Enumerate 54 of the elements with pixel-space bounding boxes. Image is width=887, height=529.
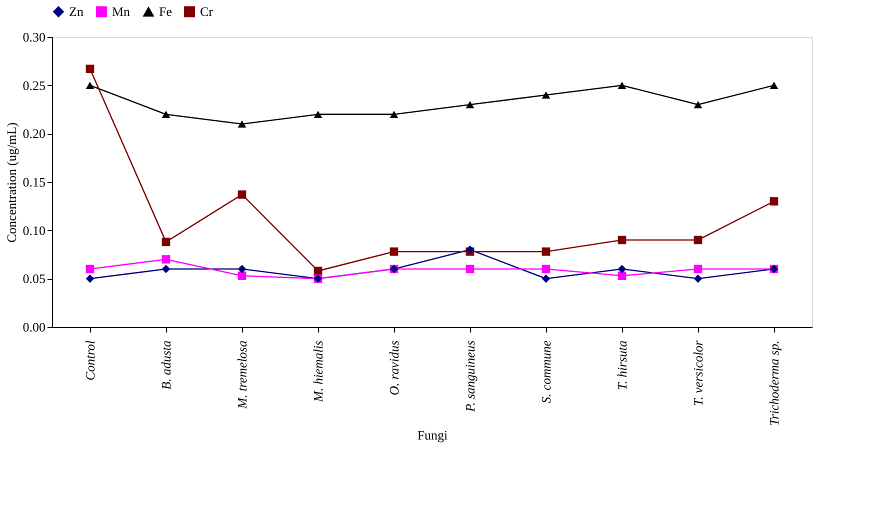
point: [466, 264, 474, 274]
point: [618, 82, 626, 89]
legend-label: Mn: [112, 4, 131, 19]
point: [694, 101, 702, 108]
point: [618, 272, 626, 280]
point: [618, 236, 626, 244]
point: [238, 272, 246, 280]
point: [618, 264, 626, 274]
point: [314, 110, 322, 118]
x-tick-label: T. versicolor: [690, 340, 706, 406]
y-tick-label: 0.25: [22, 78, 46, 93]
point: [162, 110, 170, 118]
x-axis-title: Fungi: [417, 428, 448, 443]
point: [162, 264, 170, 274]
point: [770, 82, 778, 89]
point: [86, 274, 94, 283]
point: [86, 82, 94, 89]
point: [466, 101, 474, 108]
point: [86, 264, 94, 274]
x-tick-label: S. commune: [538, 340, 554, 404]
point: [238, 264, 246, 274]
point: [770, 197, 778, 206]
legend-label: Cr: [200, 4, 214, 19]
y-tick-label: 0.30: [22, 30, 46, 44]
point: [238, 120, 246, 128]
y-tick-label: 0.05: [22, 271, 46, 286]
point: [390, 110, 398, 118]
point: [86, 64, 94, 74]
x-tick-label: B. adusta: [158, 340, 174, 390]
x-tick-label: M. tremelosa: [234, 340, 250, 410]
point: [694, 236, 702, 244]
point: [162, 255, 170, 264]
point: [390, 247, 398, 256]
legend-label: Zn: [69, 4, 84, 19]
point: [694, 274, 702, 283]
y-axis-title: Concentration (ug/mL): [4, 122, 19, 243]
x-tick-label: P. sanguineus: [462, 340, 478, 413]
x-tick-label: M. hiemalis: [310, 340, 326, 403]
x-tick-label: Control: [82, 340, 98, 380]
y-tick-label: 0.15: [22, 174, 46, 190]
point: [542, 264, 550, 274]
x-tick-label: O. ravidus: [386, 340, 402, 396]
point: [694, 264, 702, 274]
legend-label: Fe: [159, 4, 172, 19]
y-tick-label: 0.00: [22, 320, 46, 334]
point: [162, 238, 170, 246]
x-tick-label: Trichoderma sp.: [766, 340, 782, 426]
point: [542, 274, 550, 283]
x-tick-label: T. hirsuta: [614, 340, 630, 390]
point: [542, 247, 550, 256]
point: [238, 190, 246, 199]
y-tick-label: 0.10: [22, 222, 46, 238]
point: [542, 91, 550, 99]
y-tick-label: 0.20: [22, 126, 46, 142]
